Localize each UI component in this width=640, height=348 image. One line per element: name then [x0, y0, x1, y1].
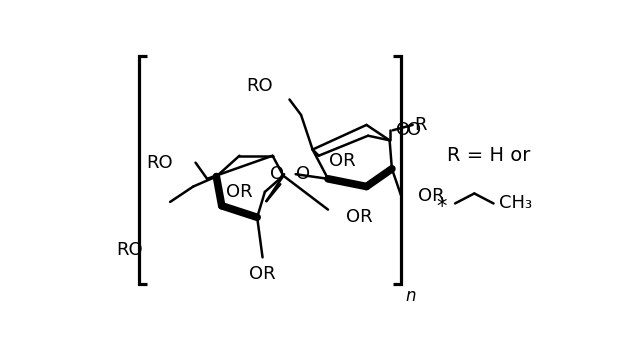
Text: O: O — [396, 121, 410, 139]
Text: R: R — [414, 116, 427, 134]
Text: RO: RO — [246, 77, 273, 95]
Text: OR: OR — [226, 183, 253, 201]
Text: RO: RO — [146, 155, 172, 172]
Text: OR: OR — [346, 208, 372, 226]
Text: O: O — [406, 121, 420, 139]
Text: RO: RO — [116, 241, 143, 259]
Text: OR: OR — [328, 152, 355, 170]
Text: OR: OR — [418, 187, 445, 205]
Text: O: O — [270, 165, 284, 183]
Text: CH₃: CH₃ — [499, 195, 532, 213]
Text: O: O — [296, 165, 310, 183]
Text: R = H or: R = H or — [447, 146, 531, 165]
Text: n: n — [405, 287, 415, 304]
Text: *: * — [436, 197, 447, 217]
Text: OR: OR — [249, 265, 276, 283]
